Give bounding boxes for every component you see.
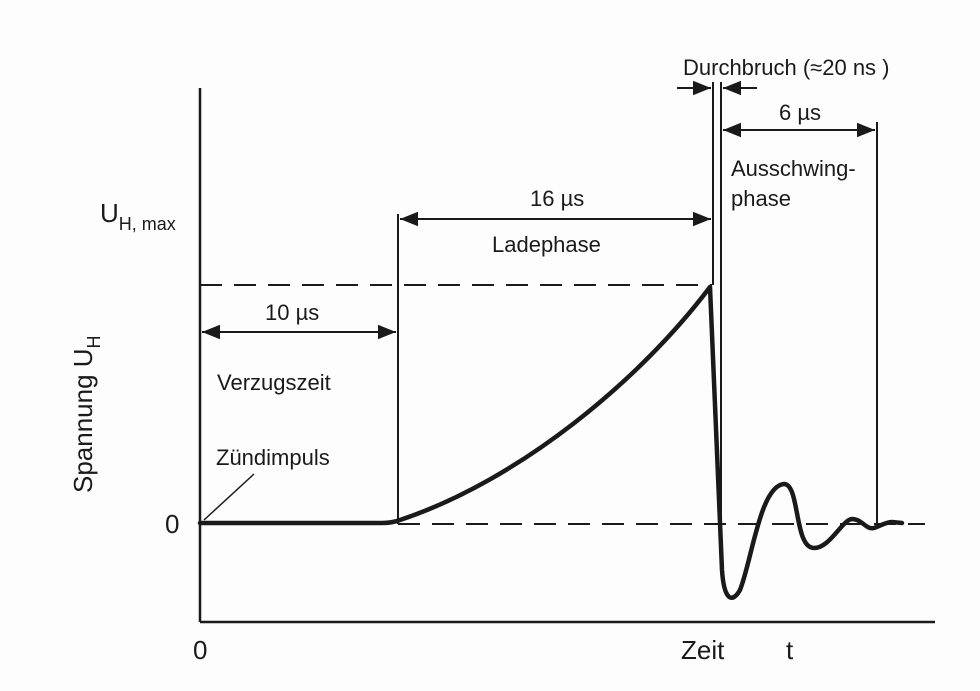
x-axis-label: Zeit (681, 635, 725, 665)
ringing-name-line1: Ausschwing- (731, 156, 856, 181)
ignition-pointer (203, 473, 255, 521)
delay-duration-label: 10 µs (265, 300, 319, 325)
voltage-curve (197, 284, 905, 600)
umax-label: UH, max (100, 198, 176, 234)
zero-y-label: 0 (165, 509, 179, 539)
ringing-name-line2: phase (731, 186, 791, 211)
ignition-label: Zündimpuls (216, 445, 330, 470)
zero-x-label: 0 (193, 635, 207, 665)
x-axis-symbol: t (786, 635, 794, 665)
y-axis-label: Spannung UH (68, 335, 104, 493)
charge-name-label: Ladephase (492, 232, 601, 257)
ringing-duration-label: 6 µs (779, 100, 821, 125)
charge-duration-label: 16 µs (530, 186, 584, 211)
breakdown-label: Durchbruch (≈20 ns ) (683, 55, 890, 80)
delay-name-label: Verzugszeit (217, 370, 331, 395)
